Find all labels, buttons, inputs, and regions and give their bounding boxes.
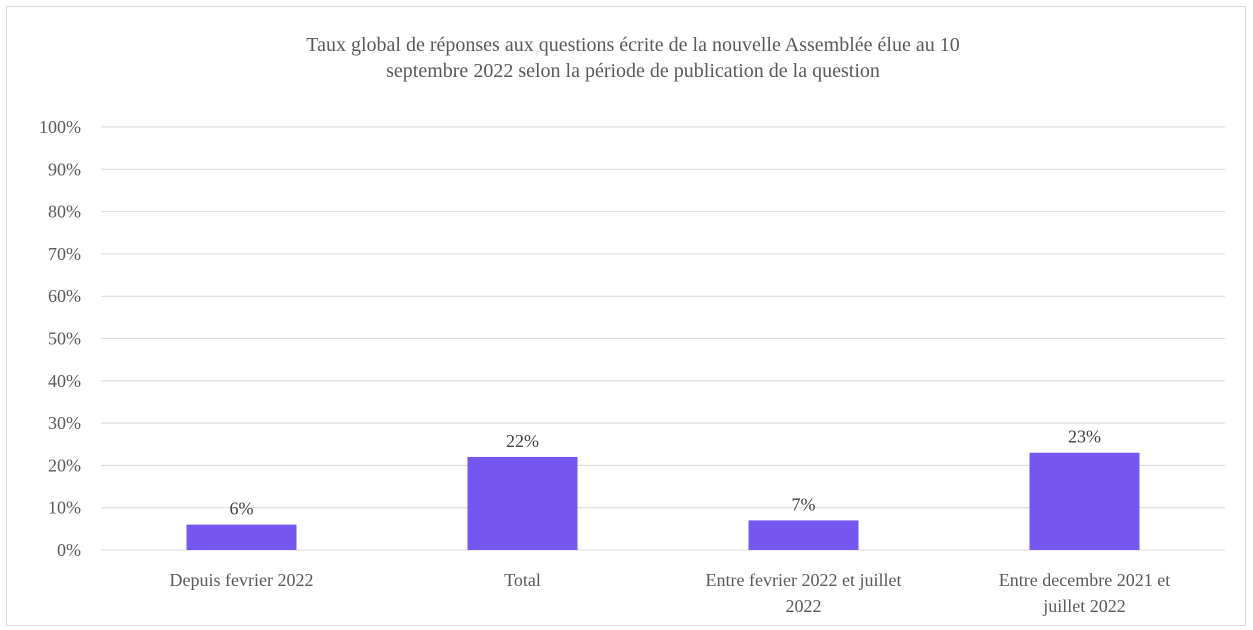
data-label: 6% [230, 499, 254, 519]
y-tick-label: 0% [57, 540, 81, 560]
x-axis-category-labels: Depuis fevrier 2022 Total Entre fevrier 20… [170, 570, 1171, 616]
y-tick-label: 80% [48, 202, 81, 222]
category-label: Entre decembre 2021 et [999, 570, 1170, 590]
category-label: juillet 2022 [1042, 596, 1126, 616]
chart-title-line: septembre 2022 selon la période de publi… [386, 60, 880, 82]
y-tick-label: 100% [39, 117, 81, 137]
chart-title: Taux global de réponses aux questions éc… [306, 34, 959, 82]
y-tick-label: 40% [48, 371, 81, 391]
y-tick-label: 60% [48, 286, 81, 306]
category-label: Total [504, 570, 541, 590]
y-tick-label: 50% [48, 329, 81, 349]
y-tick-label: 70% [48, 244, 81, 264]
y-tick-label: 30% [48, 413, 81, 433]
category-label: 2022 [786, 596, 822, 616]
y-tick-label: 90% [48, 159, 81, 179]
bars [186, 452, 1140, 550]
y-tick-label: 10% [48, 498, 81, 518]
y-tick-label: 20% [48, 455, 81, 475]
bar [1029, 452, 1140, 550]
bar-chart: Taux global de réponses aux questions éc… [39, 34, 1225, 616]
category-label: Depuis fevrier 2022 [170, 570, 314, 590]
data-label: 23% [1068, 427, 1101, 447]
chart-title-line: Taux global de réponses aux questions éc… [306, 34, 959, 56]
category-label: Entre fevrier 2022 et juillet [706, 570, 902, 590]
chart-frame: Taux global de réponses aux questions éc… [6, 6, 1246, 626]
data-labels: 6% 22% 7% 23% [230, 427, 1102, 519]
bar [467, 456, 578, 550]
gridlines [101, 126, 1225, 551]
bar [186, 524, 297, 550]
bar [748, 520, 859, 550]
data-label: 7% [792, 494, 816, 514]
y-axis-tick-labels: 0% 10% 20% 30% 40% 50% 60% 70% 80% 90% 100% [39, 117, 81, 560]
data-label: 22% [506, 431, 539, 451]
